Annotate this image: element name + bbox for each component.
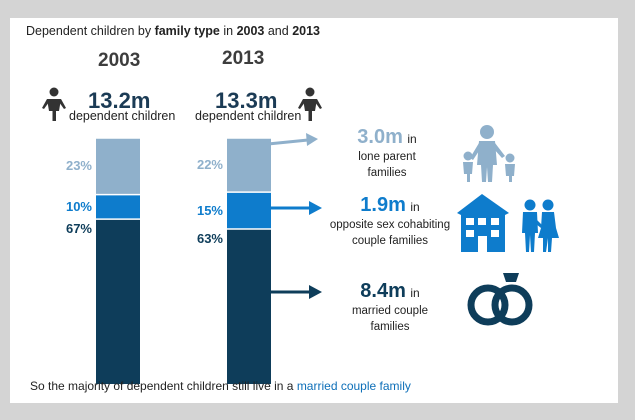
pct-label-2013-1: 15% [196,202,223,218]
year-label-2013: 2013 [222,48,265,69]
stat-married-in: in [410,286,420,300]
bar-segment-2013-0 [227,229,271,384]
couple-icon [522,199,559,252]
pct-label-2013-0: 63% [196,231,223,247]
pct-label-2003-1: 10% [65,198,92,214]
stat-cohabiting-value: 1.9m [360,194,406,216]
house-icon [457,194,509,252]
total-label-2013: dependent children [195,109,302,123]
arrow-cohabiting [268,201,322,215]
stat-lone-parent-value: 3.0m [357,126,403,148]
stat-lone-parent-desc1: lone parent [358,151,416,163]
stat-lone-parent: 3.0m in lone parent families [332,126,442,181]
rings-icon [467,273,533,326]
child-icon [298,87,322,121]
year-label-2003: 2003 [98,50,141,71]
stat-married-desc1: married couple [351,305,429,317]
bar-segment-2013-2 [227,138,271,193]
footer-note: So the majority of dependent children st… [30,379,411,393]
pct-label-2013-2: 22% [196,157,223,173]
bar-segment-2003-2 [96,138,140,195]
stat-lone-parent-desc2: families [367,167,407,179]
stat-cohabiting-desc2: couple families [351,235,429,247]
child-icon [42,87,66,121]
pct-label-2003-2: 23% [65,158,92,174]
arrow-married [268,285,322,299]
stat-cohabiting: 1.9m in opposite sex cohabiting couple f… [310,194,470,249]
stat-lone-parent-in: in [407,132,417,146]
arrow-lone-parent [267,133,318,146]
stat-married: 8.4m in married couple families [330,280,450,335]
bar-segment-2013-1 [227,192,271,230]
pct-label-2003-0: 67% [65,221,92,237]
chart-title: Dependent children by family type in 200… [26,24,320,38]
stat-married-value: 8.4m [360,280,406,302]
bar-segment-2003-0 [96,219,140,384]
stat-cohabiting-desc1: opposite sex cohabiting [329,219,451,231]
stat-cohabiting-in: in [410,200,420,214]
stat-married-desc2: families [370,321,410,333]
total-2003: 13.2m [88,88,151,113]
total-label-2003: dependent children [69,109,176,123]
bar-segment-2003-1 [96,194,140,220]
lone-parent-icon [463,125,515,182]
total-2013: 13.3m [215,88,278,113]
